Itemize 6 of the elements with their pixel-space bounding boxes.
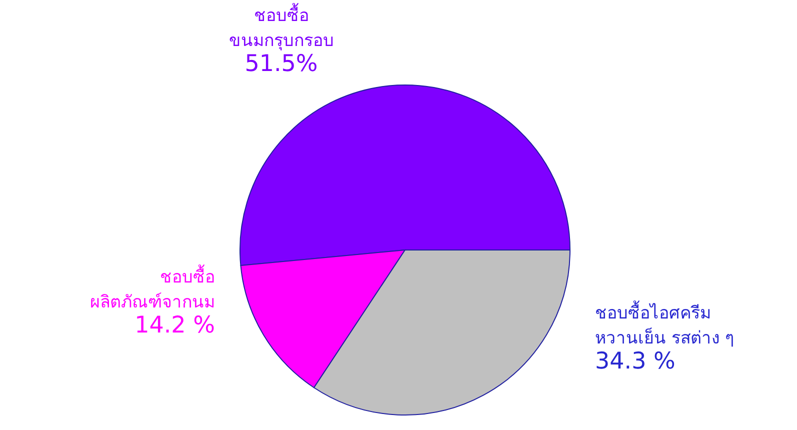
- slice-label: ชอบซื้อ ขนมกรุบกรอบ: [228, 3, 334, 51]
- data-label: 51.5%: [244, 51, 318, 77]
- slice-label: ชอบซื้อ ผลิตภัณฑ์จากนม: [90, 264, 215, 312]
- slice-label: ชอบซื้อไอศครีม หวานเย็น รสต่าง ๆ: [595, 300, 734, 349]
- data-label: 34.3 %: [595, 348, 676, 375]
- data-label: 14.2 %: [134, 312, 215, 338]
